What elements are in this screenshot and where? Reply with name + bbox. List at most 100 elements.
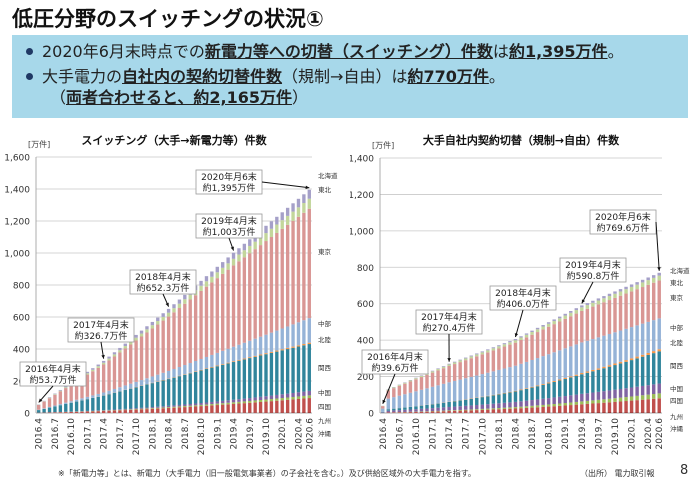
bar-segment-北海道 [508,341,512,343]
y-tick-label: 200 [357,373,374,383]
bar-stack [552,319,556,413]
bar-segment-関西 [150,383,155,408]
bar-segment-東京 [253,249,257,339]
annotation-value: 約270.4万件 [423,322,476,334]
bar-stack [107,356,111,413]
bar-segment-北海道 [491,347,496,349]
bar-segment-四国 [291,396,295,400]
bar-segment-東北 [497,346,501,349]
bar-segment-東北 [226,263,230,270]
bar-segment-九州 [258,401,263,413]
bar-segment-中部 [166,370,171,379]
bar-segment-東京 [237,261,241,345]
bar-segment-東京 [139,336,144,381]
bar-segment-東北 [541,326,545,330]
y-tick-label: 0 [24,410,30,420]
bullet-2b-text: （ [50,88,67,107]
bar-stack [221,262,225,413]
bar-segment-四国 [269,399,274,402]
bar-segment-東北 [657,275,661,281]
bar-segment-東京 [42,401,46,409]
bar-segment-関西 [253,356,257,398]
bar-segment-中部 [475,375,479,398]
bar-segment-関西 [248,358,252,399]
slide-title: 低圧分野のスイッチングの状況① [12,7,324,31]
bar-segment-九州 [107,410,111,413]
bar-segment-関西 [618,363,623,389]
bar-segment-関西 [118,391,122,410]
bar-segment-関西 [486,396,490,405]
bar-segment-中部 [64,402,68,404]
bar-segment-中国 [210,401,214,405]
bar-segment-北陸 [563,377,567,379]
bar-segment-東北 [635,284,639,290]
annotation-date: 2016年4月末 [25,363,81,375]
bar-segment-中部 [275,330,279,351]
bar-segment-九州 [91,411,95,413]
legend-label: 九州 [670,412,683,421]
bar-segment-東北 [199,285,203,291]
bar-segment-北海道 [47,397,52,398]
bar-segment-東京 [430,372,435,387]
bar-segment-中部 [210,354,214,367]
bar-stack [640,279,645,413]
bar-segment-東京 [264,241,268,335]
bar-segment-中部 [112,388,117,393]
bar-stack [381,405,385,413]
bar-segment-九州 [296,398,301,413]
bar-segment-中部 [139,380,144,386]
bar-segment-北陸 [264,353,268,355]
bar-segment-中国 [552,397,556,404]
bar-segment-中国 [150,407,155,409]
bar-segment-北陸 [253,355,257,357]
annotation-date: 2019年4月末 [565,259,621,271]
legend-label: 四国 [318,403,331,411]
bar-segment-東京 [436,370,440,386]
bar-segment-東京 [161,320,165,373]
bar-segment-九州 [183,407,187,413]
bar-segment-東京 [145,332,149,379]
bar-segment-東北 [469,356,473,359]
bar-segment-東京 [508,344,512,368]
bar-segment-九州 [419,411,424,413]
x-tick-label: 2018.4 [165,418,175,450]
bar-segment-中国 [646,385,650,395]
bar-segment-関西 [74,401,79,412]
y-tick-label: 800 [13,282,30,292]
bar-segment-東京 [569,316,573,347]
bar-segment-北海道 [210,271,214,277]
bar-segment-九州 [657,398,661,413]
bar-segment-関西 [452,401,457,407]
bar-segment-東京 [226,269,230,349]
bar-segment-北海道 [285,207,290,216]
bar-stack [139,330,144,413]
bar-segment-四国 [139,408,144,410]
bar-segment-四国 [285,397,290,400]
bar-segment-中部 [302,320,306,344]
bar-segment-北海道 [657,272,661,276]
bar-segment-関西 [646,354,650,386]
bar-segment-四国 [519,406,523,409]
bar-segment-中部 [242,342,247,359]
x-tick-label: 2019.10 [611,418,621,455]
bar-segment-東京 [199,290,203,359]
bar-segment-東京 [129,344,133,384]
bar-segment-北海道 [480,351,485,353]
bar-segment-東京 [519,340,523,364]
bar-segment-東北 [651,277,656,283]
bar-segment-東京 [513,342,518,366]
bar-segment-北陸 [237,359,241,361]
x-tick-label: 2017.10 [478,418,488,455]
bar-segment-中国 [204,402,209,405]
bar-segment-東北 [166,312,171,317]
bar-segment-北陸 [530,386,534,388]
bar-segment-中国 [569,395,573,403]
bar-segment-中国 [392,410,396,413]
bar-segment-中部 [535,358,540,386]
bar-segment-東京 [585,308,590,341]
bar-segment-九州 [129,409,133,413]
x-tick-label: 2020.1 [278,418,288,450]
bar-segment-東北 [646,280,650,285]
bar-segment-九州 [486,409,490,413]
